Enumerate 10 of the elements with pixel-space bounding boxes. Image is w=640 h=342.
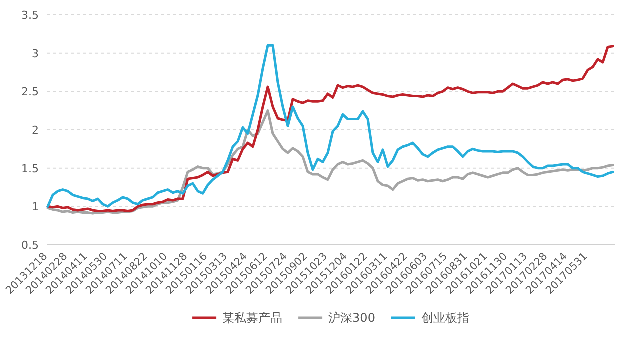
y-tick-label: 3.5	[22, 9, 39, 22]
y-tick-label: 2	[32, 124, 39, 137]
y-tick-label: 1	[32, 200, 39, 214]
legend-label: 沪深300	[328, 311, 376, 325]
y-tick-label: 1.5	[22, 162, 39, 176]
y-tick-label: 2.5	[22, 86, 39, 99]
y-tick-label: 3	[32, 47, 39, 60]
legend-label: 创业板指	[421, 311, 470, 325]
y-tick-label: 0.5	[22, 239, 39, 252]
legend-label: 某私募产品	[222, 311, 283, 325]
